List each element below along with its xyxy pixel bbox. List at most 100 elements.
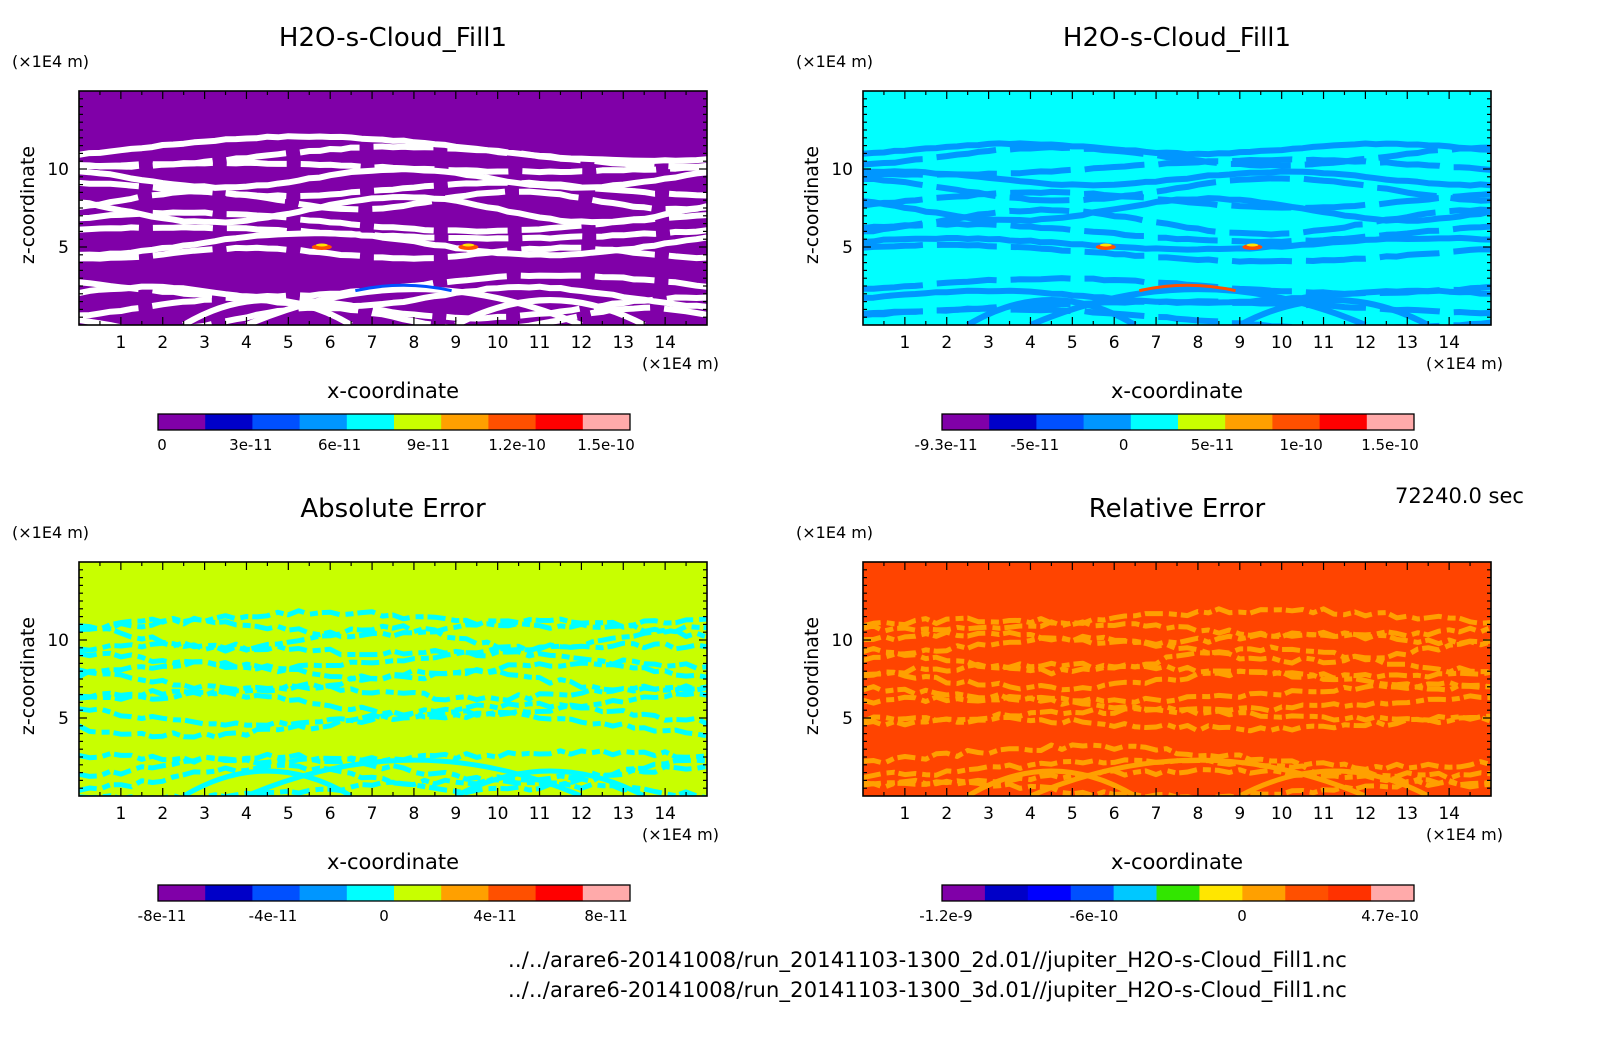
x-tick-label: 13 — [612, 804, 634, 824]
x-tick-label: 10 — [1271, 333, 1293, 353]
field-band — [863, 305, 1491, 325]
field-band — [863, 168, 1491, 189]
colorbar-swatch — [158, 414, 206, 430]
colorbar-swatch — [205, 885, 253, 901]
y-unit-label: (×1E4 m) — [796, 523, 873, 542]
field-band — [79, 683, 707, 703]
colorbar-tick-label: 0 — [379, 907, 389, 925]
colorbar-swatch — [1225, 414, 1273, 430]
x-tick-label: 4 — [241, 333, 252, 353]
colorbar-swatch — [1113, 885, 1158, 901]
colorbar-swatch — [1328, 885, 1372, 901]
colorbar-tick-label: 5e-11 — [1191, 436, 1234, 454]
x-tick-label: 9 — [450, 333, 461, 353]
y-tick-label: 5 — [58, 709, 69, 729]
field-band — [863, 175, 1491, 204]
colorbar-swatch — [1083, 414, 1132, 430]
x-tick-label: 1 — [899, 333, 910, 353]
field-arc — [245, 286, 583, 325]
x-tick-label: 2 — [941, 804, 952, 824]
colorbar-tick-label: -4e-11 — [249, 907, 298, 925]
colorbar-swatch — [205, 414, 253, 430]
y-tick-label: 5 — [842, 238, 853, 258]
x-tick-label: 2 — [941, 333, 952, 353]
colorbar-tick-label: -6e-10 — [1070, 907, 1119, 925]
x-tick-label: 8 — [409, 804, 420, 824]
colorbar-swatch — [984, 885, 1029, 901]
x-tick-label: 13 — [612, 333, 634, 353]
x-tick-label: 8 — [1193, 804, 1204, 824]
x-tick-label: 6 — [325, 333, 336, 353]
x-tick-label: 14 — [654, 804, 676, 824]
colorbar-swatch — [1371, 885, 1415, 901]
x-tick-label: 3 — [983, 804, 994, 824]
x-tick-label: 1 — [899, 804, 910, 824]
x-tick-label: 13 — [1396, 804, 1418, 824]
y-tick-label: 10 — [831, 160, 853, 180]
field-band — [863, 706, 1491, 724]
colorbar-swatch — [1319, 414, 1368, 430]
x-tick-label: 9 — [1234, 804, 1245, 824]
x-tick-label: 2 — [157, 333, 168, 353]
chart-title: Relative Error — [1089, 494, 1266, 524]
colorbar-swatch — [1366, 414, 1415, 430]
colorbar-tick-label: 9e-11 — [407, 436, 450, 454]
field-band — [863, 615, 1491, 640]
field-band — [863, 220, 1491, 245]
x-tick-label: 12 — [1355, 333, 1377, 353]
field-arc — [1238, 768, 1430, 796]
x-tick-label: 5 — [1067, 333, 1078, 353]
chart-panel-3: Absolute Error(×1E4 m)1 2 3 4 5 6 7 8 9 10 11 12 13 1… — [12, 494, 719, 925]
y-axis-label: z-coordinate — [17, 146, 39, 264]
field-band — [863, 742, 1491, 772]
field-band — [79, 608, 707, 632]
field-band — [79, 623, 707, 654]
colorbar-tick-label: 4e-11 — [473, 907, 516, 925]
colorbar-swatch — [582, 885, 631, 901]
field — [79, 562, 707, 796]
x-tick-label: 14 — [654, 333, 676, 353]
x-unit-label: (×1E4 m) — [642, 354, 719, 373]
field-arc — [454, 768, 646, 796]
colorbar-swatch — [942, 885, 986, 901]
colorbar-frame — [157, 884, 631, 902]
colorbar: -9.3e-11 -5e-11 0 5e-11 1e-10 1.5e-10 — [915, 413, 1419, 454]
y-axis-label: z-coordinate — [801, 146, 823, 264]
colorbar-swatch — [1156, 885, 1200, 901]
x-tick-label: 1 — [115, 804, 126, 824]
colorbar-tick-label: 1.2e-10 — [488, 436, 546, 454]
colorbar-tick-label: 4.7e-10 — [1361, 907, 1419, 925]
y-axis-label: z-coordinate — [801, 617, 823, 735]
x-tick-label: 9 — [450, 804, 461, 824]
x-tick-label: 8 — [409, 333, 420, 353]
x-tick-label: 4 — [1025, 333, 1036, 353]
x-tick-label: 14 — [1438, 804, 1460, 824]
x-tick-label: 7 — [1151, 804, 1162, 824]
field-band — [79, 283, 707, 310]
source-file-3d: ../../arare6-20141008/run_20141103-1300_… — [508, 978, 1348, 1002]
field-hotspot-arc — [1138, 283, 1236, 293]
colorbar-frame — [941, 413, 1415, 431]
chart-title: H2O-s-Cloud_Fill1 — [279, 23, 507, 53]
y-unit-label: (×1E4 m) — [12, 523, 89, 542]
colorbar-tick-label: 0 — [1119, 436, 1129, 454]
field-arc — [1238, 297, 1430, 325]
x-tick-label: 10 — [487, 333, 509, 353]
field-hotspot — [315, 243, 328, 247]
colorbar-swatch — [989, 414, 1037, 430]
x-tick-label: 7 — [367, 333, 378, 353]
x-tick-label: 14 — [1438, 333, 1460, 353]
x-tick-label: 5 — [1067, 804, 1078, 824]
colorbar-swatch — [1130, 414, 1179, 430]
field-band — [79, 762, 707, 795]
x-tick-label: 10 — [1271, 804, 1293, 824]
x-tick-label: 11 — [1313, 804, 1335, 824]
colorbar-swatch — [582, 414, 631, 430]
colorbar-tick-label: -9.3e-11 — [915, 436, 978, 454]
colorbar-swatch — [346, 414, 395, 430]
x-tick-label: 4 — [1025, 804, 1036, 824]
x-tick-label: 6 — [325, 804, 336, 824]
colorbar-tick-label: 1.5e-10 — [1361, 436, 1419, 454]
field-band — [79, 304, 707, 325]
colorbar-swatch — [488, 414, 537, 430]
